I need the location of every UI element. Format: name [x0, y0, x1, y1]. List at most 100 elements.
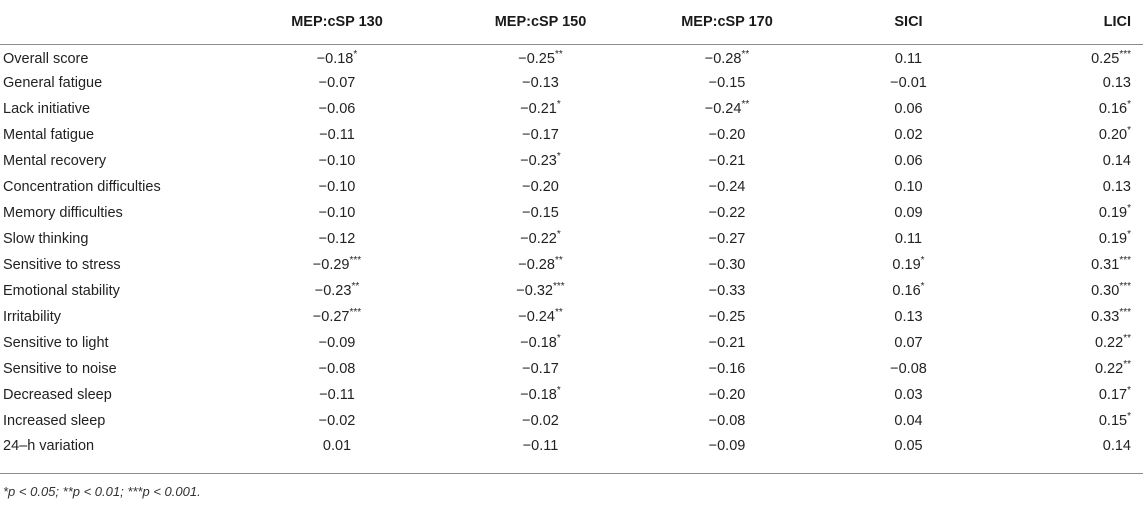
table-row: Overall score −0.18* −0.25** −0.28** 0.11 0.2…: [0, 44, 1143, 70]
table-cell: 0.16*: [1098, 99, 1131, 117]
table-cell: −0.30: [708, 257, 746, 273]
table-row: Slow thinking −0.12 −0.22* −0.27 0.11 0.19*: [0, 226, 1143, 252]
table-row: 24–h variation 0.01 −0.11 −0.09 0.05 0.14: [0, 434, 1143, 460]
table-cell: 0.14: [1102, 438, 1131, 454]
column-header: MEP:cSP 170: [633, 0, 821, 45]
table-cell: −0.13: [522, 75, 559, 91]
table-cell: −0.07: [318, 75, 356, 91]
row-label: Decreased sleep: [3, 387, 112, 403]
column-header: MEP:cSP 130: [226, 0, 448, 45]
table-row: Concentration difficulties −0.10 −0.20 −0.2…: [0, 174, 1143, 200]
table-bottom-rule: [0, 473, 1143, 474]
table-footnote: *p < 0.05; **p < 0.01; ***p < 0.001.: [3, 484, 201, 499]
row-label: Mental recovery: [3, 153, 107, 169]
table-cell: 0.22**: [1094, 333, 1131, 351]
table-cell: −0.25: [708, 309, 746, 325]
table-cell: −0.02: [318, 413, 356, 429]
table-cell: −0.32***: [516, 281, 565, 299]
table-cell: −0.20: [522, 179, 559, 195]
table-row: Sensitive to light −0.09 −0.18* −0.21 0.07 0.…: [0, 330, 1143, 356]
table-cell: −0.11: [319, 127, 355, 143]
column-header: SICI: [821, 0, 996, 45]
table-cell: 0.01: [322, 438, 352, 454]
header-empty-cell: [0, 0, 226, 45]
column-header: MEP:cSP 150: [448, 0, 633, 45]
table-cell: −0.09: [318, 335, 356, 351]
row-label: Lack initiative: [3, 101, 91, 117]
table-cell: −0.02: [522, 413, 559, 429]
table-cell: 0.03: [894, 387, 923, 403]
row-label: Sensitive to light: [3, 335, 109, 351]
row-label: Sensitive to stress: [3, 257, 121, 273]
table-body: Overall score −0.18* −0.25** −0.28** 0.11 0.2…: [0, 44, 1143, 460]
table-cell: −0.01: [890, 75, 927, 91]
row-label: Slow thinking: [3, 231, 89, 247]
table-row: Mental recovery −0.10 −0.23* −0.21 0.06 0.14: [0, 148, 1143, 174]
table-cell: −0.11: [319, 387, 355, 403]
table-row: Decreased sleep −0.11 −0.18* −0.20 0.03 0.17*: [0, 382, 1143, 408]
table-cell: −0.17: [522, 127, 559, 143]
table-cell: −0.21*: [520, 99, 561, 117]
table-cell: 0.14: [1102, 153, 1131, 169]
table-header-row: MEP:cSP 130 MEP:cSP 150 MEP:cSP 170 SICI…: [0, 0, 1143, 45]
table-cell: 0.19*: [1098, 229, 1131, 247]
table-cell: 0.05: [894, 438, 923, 454]
table-cell: 0.13: [894, 309, 923, 325]
table-cell: 0.13: [1102, 179, 1131, 195]
table-cell: −0.18*: [520, 385, 561, 403]
table-cell: 0.25***: [1091, 49, 1131, 68]
table-cell: −0.23*: [520, 151, 561, 169]
table-cell: −0.10: [318, 205, 356, 221]
table-cell: −0.28**: [518, 255, 563, 273]
row-label: Irritability: [3, 309, 62, 325]
table-cell: 0.10: [894, 179, 923, 195]
table-cell: 0.13: [1102, 75, 1131, 91]
table-cell: 0.09: [894, 205, 923, 221]
table-cell: 0.16*: [892, 281, 925, 299]
row-label: Increased sleep: [3, 413, 106, 429]
table-cell: 0.06: [894, 101, 923, 117]
table-cell: −0.24**: [518, 307, 563, 325]
table-cell: −0.08: [708, 413, 746, 429]
table-cell: −0.28**: [704, 49, 750, 68]
table-cell: −0.25**: [518, 49, 563, 68]
table-cell: 0.20*: [1098, 125, 1131, 143]
table-cell: 0.19*: [892, 255, 925, 273]
table-cell: 0.11: [894, 51, 923, 68]
table-row: Emotional stability −0.23** −0.32*** −0.33 0…: [0, 278, 1143, 304]
row-label: 24–h variation: [3, 438, 95, 454]
table-row: Sensitive to stress −0.29*** −0.28** −0.30 0…: [0, 252, 1143, 278]
table-cell: 0.04: [894, 413, 923, 429]
table-cell: −0.18*: [520, 333, 561, 351]
table-cell: −0.24: [708, 179, 746, 195]
table-row: Mental fatigue −0.11 −0.17 −0.20 0.02 0.20*: [0, 122, 1143, 148]
table-cell: −0.09: [708, 438, 746, 454]
table-cell: −0.12: [318, 231, 356, 247]
table-cell: 0.30***: [1091, 281, 1131, 299]
table-row: Memory difficulties −0.10 −0.15 −0.22 0.09 0.…: [0, 200, 1143, 226]
table-cell: −0.17: [522, 361, 559, 377]
table-cell: −0.20: [708, 127, 746, 143]
table-cell: −0.08: [890, 361, 927, 377]
table-cell: −0.23**: [314, 281, 360, 299]
table-cell: −0.24**: [704, 99, 750, 117]
table-cell: −0.20: [708, 387, 746, 403]
row-label: Concentration difficulties: [3, 179, 161, 195]
table-cell: 0.15*: [1098, 411, 1131, 429]
table-cell: −0.10: [318, 179, 356, 195]
row-label: General fatigue: [3, 75, 103, 91]
table-cell: −0.15: [522, 205, 559, 221]
row-label: Mental fatigue: [3, 127, 95, 143]
table-cell: −0.18*: [316, 49, 358, 68]
table-cell: −0.22*: [520, 229, 561, 247]
row-label: Overall score: [3, 51, 89, 68]
table-cell: 0.22**: [1094, 359, 1131, 377]
row-label: Emotional stability: [3, 283, 120, 299]
table-cell: 0.02: [894, 127, 923, 143]
table-cell: 0.19*: [1098, 203, 1131, 221]
row-label: Sensitive to noise: [3, 361, 117, 377]
table-cell: −0.27***: [312, 307, 362, 325]
table-cell: 0.17*: [1098, 385, 1131, 403]
table-row: Increased sleep −0.02 −0.02 −0.08 0.04 0.15*: [0, 408, 1143, 434]
correlation-table: MEP:cSP 130 MEP:cSP 150 MEP:cSP 170 SICI…: [0, 0, 1143, 460]
